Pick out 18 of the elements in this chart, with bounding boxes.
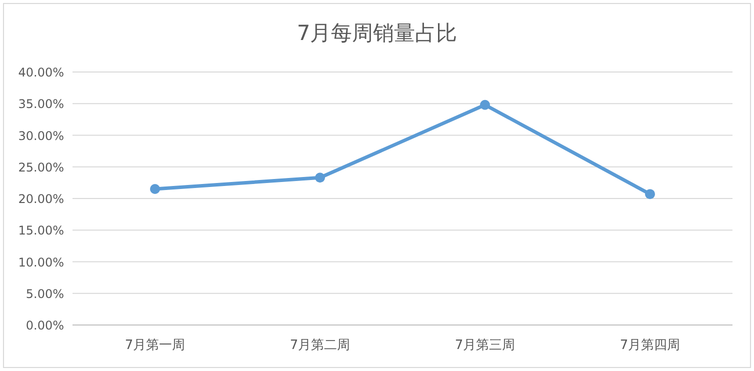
y-tick-label: 0.00% xyxy=(26,318,64,332)
point xyxy=(315,172,325,183)
y-tick-label: 40.00% xyxy=(18,66,64,80)
x-tick-label: 7月第二周 xyxy=(290,338,350,353)
y-tick-label: 20.00% xyxy=(18,192,64,206)
y-tick-label: 5.00% xyxy=(26,286,64,301)
y-tick-label: 25.00% xyxy=(18,160,64,174)
y-tick-label: 30.00% xyxy=(18,128,64,143)
chart-title: 7月每周销量占比 xyxy=(296,21,458,45)
x-tick-label: 7月第三周 xyxy=(454,338,516,353)
point xyxy=(645,189,655,200)
point xyxy=(150,184,160,194)
y-tick-label: 15.00% xyxy=(18,224,64,238)
x-tick-label: 7月第一周 xyxy=(124,338,186,353)
y-tick-label: 35.00% xyxy=(18,97,64,112)
y-tick-label: 10.00% xyxy=(18,255,64,270)
point xyxy=(480,100,490,110)
x-tick-label: 7月第四周 xyxy=(620,338,680,353)
